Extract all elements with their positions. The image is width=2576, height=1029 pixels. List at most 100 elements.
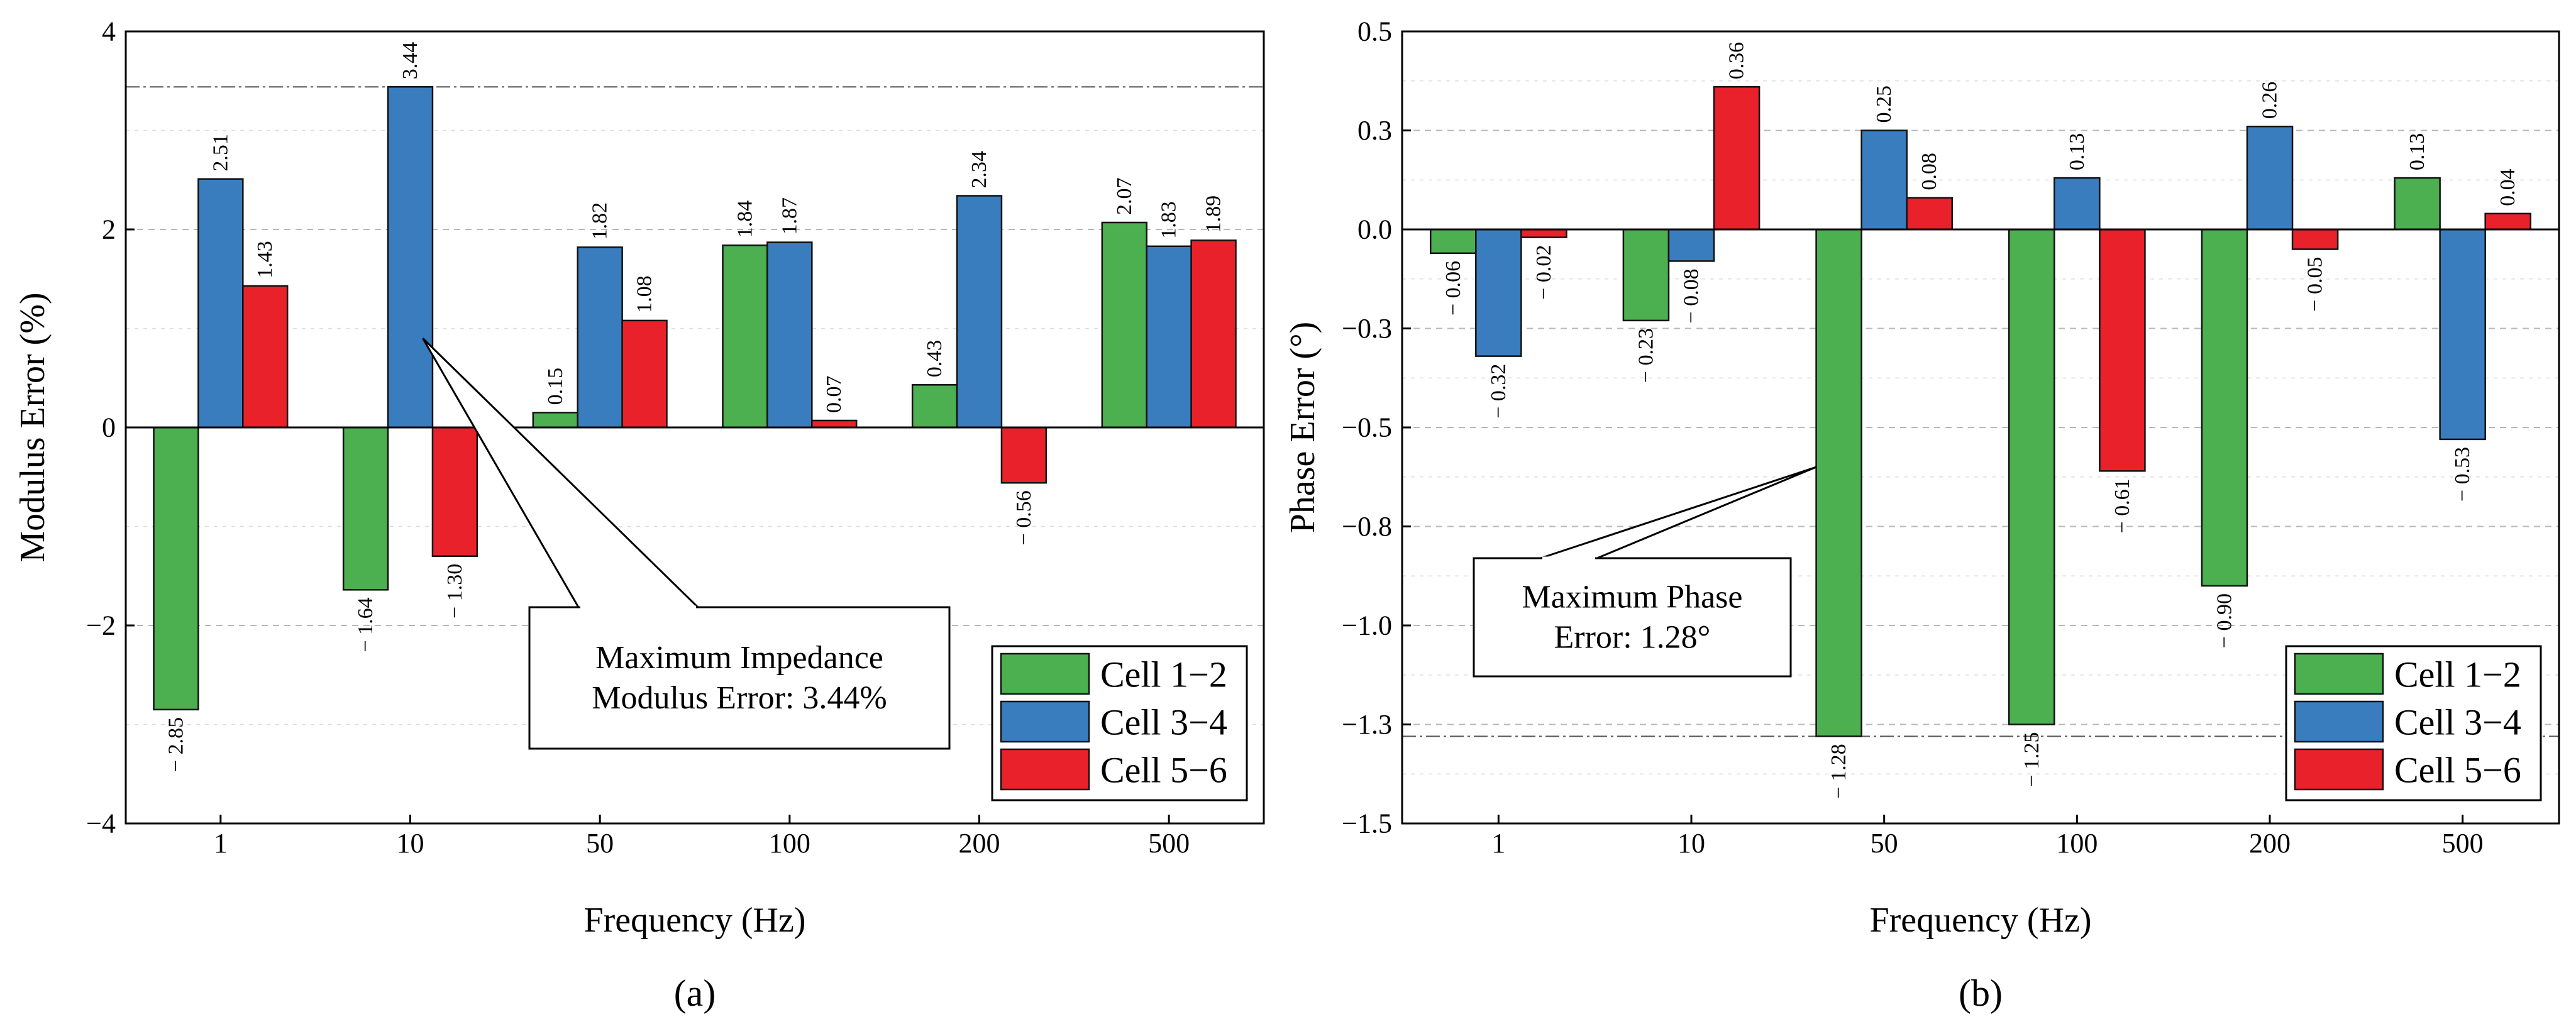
legend-label: Cell 3−4 bbox=[2394, 702, 2521, 743]
bar bbox=[342, 426, 389, 591]
data-label: 2.07 bbox=[1113, 177, 1136, 215]
bar bbox=[242, 285, 289, 429]
bar bbox=[2054, 177, 2101, 231]
x-tick-label: 100 bbox=[2056, 828, 2098, 859]
y-tick-label: 0.3 bbox=[1357, 115, 1392, 146]
bar bbox=[387, 85, 434, 429]
data-label: − 1.28 bbox=[1827, 744, 1850, 798]
data-label: − 2.85 bbox=[164, 717, 187, 772]
callout-pointer bbox=[1540, 466, 1817, 559]
data-label: − 0.32 bbox=[1487, 364, 1510, 419]
x-tick-label: 1 bbox=[214, 828, 228, 859]
data-label: 0.04 bbox=[2496, 168, 2519, 206]
bar bbox=[153, 426, 199, 711]
data-label: 1.87 bbox=[778, 197, 801, 235]
legend-swatch bbox=[2294, 748, 2384, 791]
data-label: − 0.08 bbox=[1680, 268, 1703, 323]
bar bbox=[1475, 228, 1522, 357]
bar bbox=[1520, 228, 1567, 238]
x-tick-label: 100 bbox=[769, 828, 810, 859]
legend-label: Cell 1−2 bbox=[1100, 654, 1227, 695]
bar bbox=[431, 426, 478, 557]
bar bbox=[1667, 228, 1715, 262]
bar bbox=[1622, 228, 1670, 322]
y-tick-label: −2 bbox=[86, 610, 116, 641]
bar bbox=[2099, 228, 2146, 472]
legend-label: Cell 3−4 bbox=[1100, 702, 1227, 743]
legend-swatch bbox=[1000, 748, 1090, 791]
annotation-text: Error: 1.28° bbox=[1554, 620, 1711, 656]
data-label: 1.84 bbox=[733, 201, 756, 238]
bar bbox=[577, 246, 623, 429]
bar bbox=[2246, 125, 2294, 231]
data-label: 1.82 bbox=[589, 202, 612, 240]
bar bbox=[2291, 228, 2339, 250]
x-tick-label: 200 bbox=[959, 828, 1000, 859]
legend: Cell 1−2 Cell 3−4 Cell 5−6 bbox=[2285, 645, 2542, 801]
x-tick-label: 10 bbox=[1678, 828, 1705, 859]
bar bbox=[2439, 228, 2486, 441]
data-label: 0.13 bbox=[2406, 133, 2429, 171]
annotation-text: Maximum Impedance bbox=[595, 640, 883, 676]
data-label: 1.83 bbox=[1158, 201, 1181, 239]
legend-swatch bbox=[1000, 652, 1090, 695]
data-label: − 0.06 bbox=[1442, 261, 1465, 316]
legend: Cell 1−2 Cell 3−4 Cell 5−6 bbox=[991, 645, 1248, 801]
bar bbox=[1713, 85, 1761, 231]
data-label: 1.43 bbox=[253, 241, 277, 278]
y-axis-label: Phase Error (°) bbox=[1283, 322, 1322, 534]
annotation-box bbox=[528, 606, 951, 750]
bar bbox=[1429, 228, 1477, 255]
legend-swatch bbox=[1000, 700, 1090, 743]
legend-label: Cell 1−2 bbox=[2394, 654, 2521, 695]
bar bbox=[911, 384, 958, 429]
bar bbox=[1190, 239, 1237, 429]
x-tick-label: 500 bbox=[2442, 828, 2484, 859]
data-label: − 1.25 bbox=[2020, 732, 2043, 787]
bar bbox=[1860, 129, 1908, 231]
data-label: 1.89 bbox=[1202, 195, 1225, 233]
bar bbox=[2201, 228, 2248, 587]
data-label: 3.44 bbox=[399, 42, 422, 80]
y-tick-label: 0 bbox=[102, 412, 116, 443]
legend-label: Cell 5−6 bbox=[1100, 750, 1227, 791]
x-tick-label: 500 bbox=[1148, 828, 1190, 859]
legend-swatch bbox=[2294, 652, 2384, 695]
data-label: − 1.64 bbox=[354, 597, 377, 652]
bar bbox=[722, 244, 768, 429]
data-label: − 0.90 bbox=[2213, 593, 2236, 648]
annotation-text: Modulus Error: 3.44% bbox=[592, 680, 887, 716]
data-label: 0.36 bbox=[1725, 42, 1749, 80]
bar bbox=[1906, 197, 1954, 231]
x-tick-label: 50 bbox=[1871, 828, 1898, 859]
data-label: 0.26 bbox=[2258, 82, 2282, 119]
x-tick-label: 200 bbox=[2249, 828, 2291, 859]
x-tick-label: 1 bbox=[1491, 828, 1505, 859]
bar bbox=[2394, 177, 2441, 231]
y-tick-label: 2 bbox=[102, 214, 116, 245]
y-tick-label: −0.5 bbox=[1342, 412, 1392, 443]
data-label: − 0.23 bbox=[1634, 328, 1657, 383]
y-tick-label: −0.8 bbox=[1342, 511, 1392, 542]
subplot-label: (a) bbox=[674, 972, 716, 1014]
bar bbox=[2484, 212, 2532, 231]
data-label: 0.13 bbox=[2065, 133, 2089, 171]
bar bbox=[956, 195, 1003, 429]
y-tick-label: −1.5 bbox=[1342, 808, 1392, 839]
data-label: 1.08 bbox=[633, 275, 656, 313]
data-label: 2.34 bbox=[968, 151, 991, 189]
x-tick-label: 50 bbox=[586, 828, 614, 859]
y-axis-label: Modulus Error (%) bbox=[13, 292, 52, 562]
bar bbox=[1146, 245, 1192, 429]
y-tick-label: −0.3 bbox=[1342, 313, 1392, 344]
data-label: − 0.05 bbox=[2304, 257, 2327, 312]
bar bbox=[811, 419, 858, 429]
data-label: 0.08 bbox=[1918, 153, 1941, 190]
legend-swatch bbox=[2294, 700, 2384, 743]
bar bbox=[621, 319, 668, 429]
bar bbox=[197, 178, 244, 429]
annotation-text: Maximum Phase bbox=[1522, 580, 1743, 615]
y-tick-label: −4 bbox=[86, 808, 116, 839]
y-tick-label: −1.0 bbox=[1342, 610, 1392, 641]
